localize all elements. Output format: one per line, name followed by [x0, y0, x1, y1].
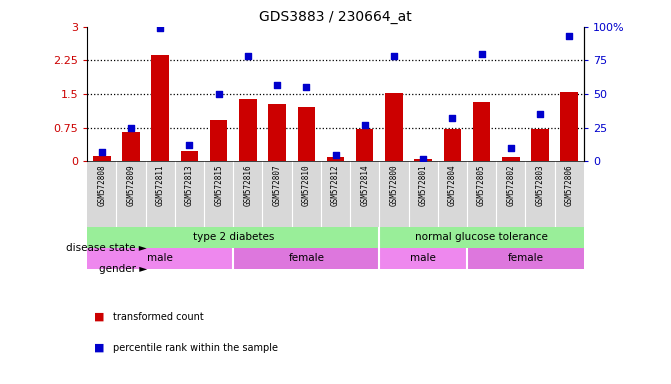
Bar — [180, 151, 198, 161]
Point — [301, 84, 311, 91]
Bar — [385, 93, 403, 161]
Text: GSM572802: GSM572802 — [506, 165, 515, 206]
Text: GSM572809: GSM572809 — [127, 165, 136, 206]
Text: male: male — [410, 253, 436, 263]
Title: GDS3883 / 230664_at: GDS3883 / 230664_at — [259, 10, 412, 25]
Point — [184, 142, 195, 148]
Point — [155, 25, 166, 31]
Bar — [87, 227, 379, 248]
Bar — [560, 92, 578, 161]
Bar — [356, 129, 374, 161]
Text: GSM572803: GSM572803 — [535, 165, 544, 206]
Text: ■: ■ — [94, 312, 105, 322]
Bar — [327, 157, 344, 161]
Point — [213, 91, 224, 97]
Text: GSM572805: GSM572805 — [477, 165, 486, 206]
Bar — [502, 157, 519, 161]
Text: type 2 diabetes: type 2 diabetes — [193, 232, 274, 242]
Bar — [268, 104, 286, 161]
Bar — [379, 227, 584, 248]
Point — [330, 152, 341, 158]
Point — [418, 156, 429, 162]
Bar — [379, 248, 467, 269]
Point — [97, 149, 107, 155]
Point — [447, 115, 458, 121]
Point — [272, 82, 282, 88]
Text: GSM572807: GSM572807 — [272, 165, 282, 206]
Text: GSM572800: GSM572800 — [389, 165, 399, 206]
Text: disease state ►: disease state ► — [66, 243, 147, 253]
Text: normal glucose tolerance: normal glucose tolerance — [415, 232, 548, 242]
Bar — [531, 129, 549, 161]
Text: percentile rank within the sample: percentile rank within the sample — [113, 343, 278, 353]
Bar — [473, 102, 491, 161]
Text: GSM572814: GSM572814 — [360, 165, 369, 206]
Text: GSM572816: GSM572816 — [244, 165, 252, 206]
Text: GSM572811: GSM572811 — [156, 165, 165, 206]
Text: GSM572815: GSM572815 — [214, 165, 223, 206]
Text: GSM572813: GSM572813 — [185, 165, 194, 206]
Point — [360, 122, 370, 128]
Text: transformed count: transformed count — [113, 312, 203, 322]
Text: male: male — [148, 253, 173, 263]
Bar — [444, 129, 461, 161]
Bar — [234, 248, 379, 269]
Bar — [87, 248, 234, 269]
Text: female: female — [289, 253, 324, 263]
Text: GSM572810: GSM572810 — [302, 165, 311, 206]
Text: female: female — [507, 253, 544, 263]
Text: GSM572812: GSM572812 — [331, 165, 340, 206]
Point — [564, 33, 574, 40]
Text: GSM572804: GSM572804 — [448, 165, 457, 206]
Bar — [210, 120, 227, 161]
Text: GSM572801: GSM572801 — [419, 165, 427, 206]
Text: ■: ■ — [94, 343, 105, 353]
Point — [389, 53, 399, 60]
Bar — [467, 248, 584, 269]
Bar — [415, 159, 432, 161]
Text: gender ►: gender ► — [99, 264, 147, 274]
Point — [242, 53, 253, 60]
Bar — [93, 156, 111, 161]
Bar — [297, 107, 315, 161]
Text: GSM572808: GSM572808 — [97, 165, 106, 206]
Text: GSM572806: GSM572806 — [565, 165, 574, 206]
Point — [476, 51, 487, 57]
Point — [535, 111, 546, 118]
Bar — [122, 132, 140, 161]
Point — [505, 145, 516, 151]
Bar — [239, 99, 256, 161]
Point — [125, 124, 136, 131]
Bar — [152, 55, 169, 161]
